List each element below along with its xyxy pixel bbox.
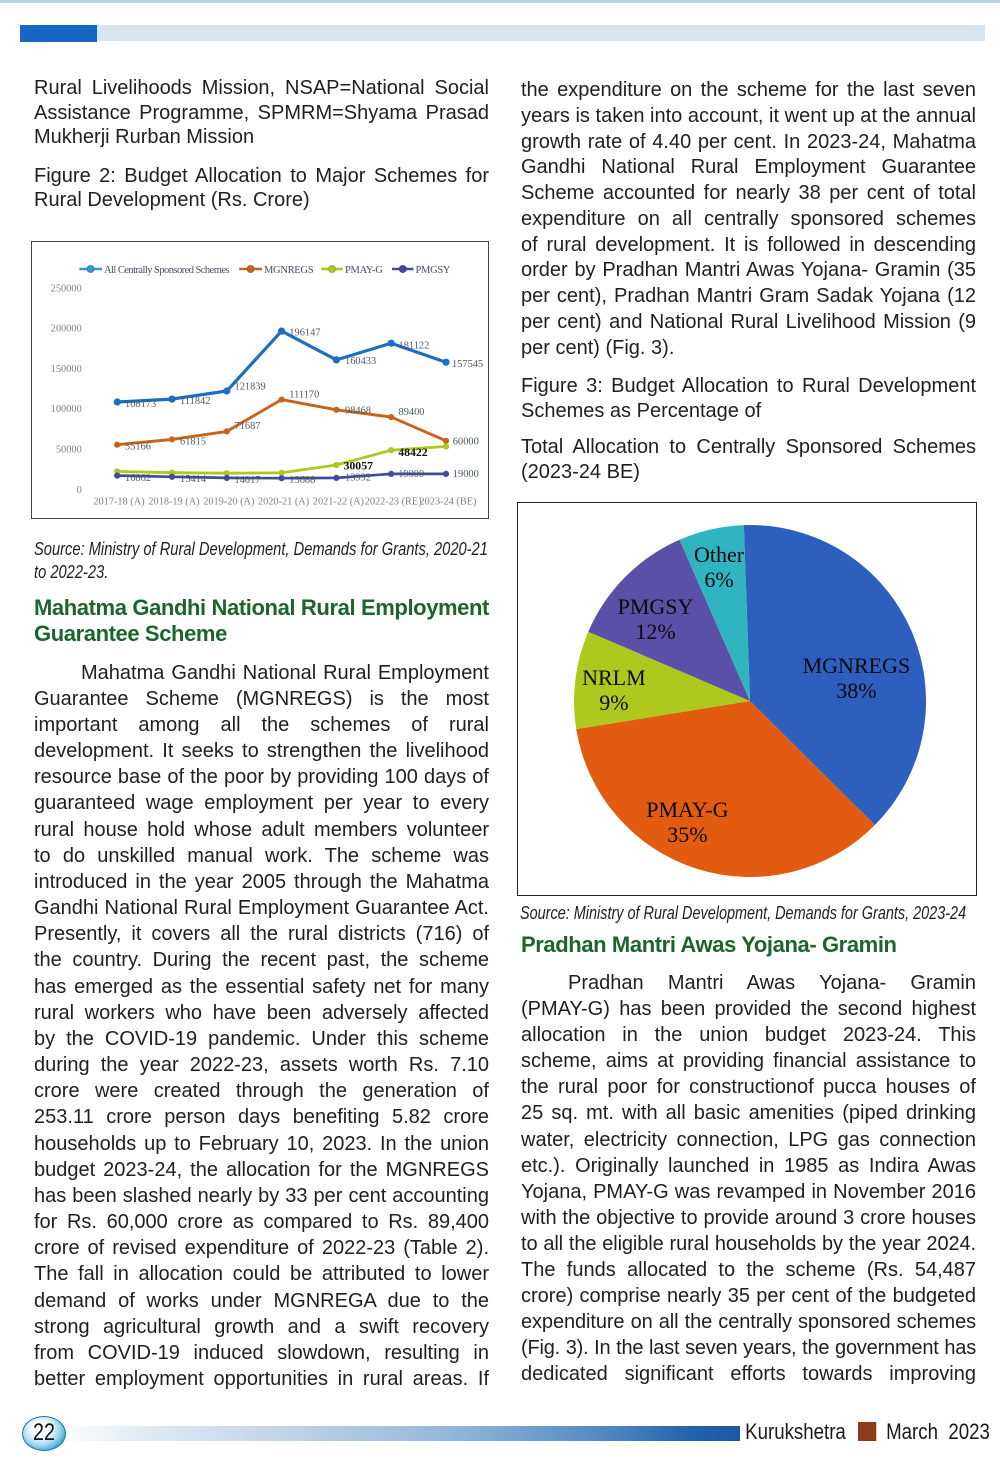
svg-text:2019-20 (A): 2019-20 (A) (203, 497, 254, 508)
svg-text:6%: 6% (704, 567, 733, 592)
svg-text:19000: 19000 (453, 469, 479, 480)
svg-text:71687: 71687 (235, 421, 261, 432)
svg-text:55166: 55166 (125, 442, 151, 453)
svg-text:2017-18 (A): 2017-18 (A) (93, 497, 144, 508)
svg-text:2023-24 (BE): 2023-24 (BE) (420, 497, 477, 508)
svg-text:2021-22 (A): 2021-22 (A) (313, 497, 364, 508)
svg-text:PMAY-G: PMAY-G (646, 797, 728, 822)
svg-text:30057: 30057 (344, 459, 374, 473)
svg-text:13992: 13992 (345, 473, 371, 484)
svg-text:38%: 38% (836, 678, 876, 703)
svg-text:All Centrally Sponsored Scheme: All Centrally Sponsored Schemes (104, 265, 229, 276)
svg-text:12%: 12% (635, 619, 675, 644)
svg-text:100000: 100000 (51, 404, 82, 415)
svg-text:15414: 15414 (180, 474, 207, 485)
svg-text:157545: 157545 (452, 359, 483, 370)
svg-text:16862: 16862 (125, 473, 151, 484)
svg-text:98468: 98468 (345, 406, 371, 417)
svg-text:2020-21 (A): 2020-21 (A) (258, 497, 309, 508)
svg-text:MGNREGS: MGNREGS (264, 265, 314, 276)
svg-text:111842: 111842 (180, 396, 210, 407)
svg-text:MGNREGS: MGNREGS (803, 653, 911, 678)
svg-text:200000: 200000 (51, 324, 82, 335)
svg-text:61815: 61815 (180, 436, 206, 447)
svg-text:150000: 150000 (51, 364, 82, 375)
svg-text:14017: 14017 (235, 475, 261, 486)
svg-text:250000: 250000 (51, 283, 82, 294)
svg-text:PMGSY: PMGSY (416, 265, 451, 276)
svg-text:PMGSY: PMGSY (618, 594, 694, 619)
svg-text:196147: 196147 (289, 328, 320, 339)
svg-text:60000: 60000 (453, 436, 479, 447)
svg-text:89400: 89400 (399, 407, 425, 418)
svg-text:50000: 50000 (56, 445, 82, 456)
svg-text:13688: 13688 (289, 475, 315, 486)
svg-text:181122: 181122 (399, 340, 430, 351)
svg-text:48422: 48422 (398, 445, 428, 459)
svg-text:2022-23 (RE): 2022-23 (RE) (365, 497, 422, 508)
svg-text:NRLM: NRLM (582, 665, 646, 690)
svg-text:111170: 111170 (289, 390, 319, 401)
svg-text:108173: 108173 (125, 399, 156, 410)
svg-text:Other: Other (694, 542, 745, 567)
svg-text:35%: 35% (667, 822, 707, 847)
svg-text:PMAY-G: PMAY-G (345, 265, 383, 276)
svg-text:0: 0 (77, 485, 82, 496)
svg-text:160433: 160433 (345, 356, 376, 367)
svg-text:19000: 19000 (398, 469, 424, 480)
svg-text:121839: 121839 (235, 382, 266, 393)
svg-text:9%: 9% (599, 690, 628, 715)
svg-text:2018-19 (A): 2018-19 (A) (148, 497, 199, 508)
